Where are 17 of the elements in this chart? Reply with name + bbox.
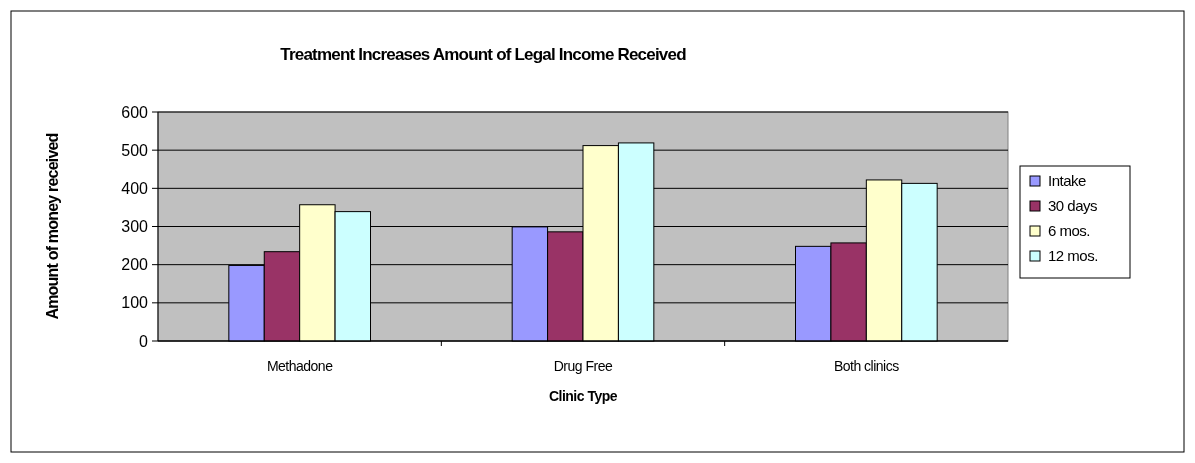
- y-tick-label: 100: [121, 294, 149, 312]
- x-axis-title: Clinic Type: [548, 388, 618, 404]
- y-tick-label: 400: [121, 179, 149, 197]
- x-tick-label: Both clinics: [833, 358, 900, 374]
- chart-title: Treatment Increases Amount of Legal Income Received: [280, 45, 687, 64]
- legend-label: 12 mos.: [1048, 247, 1098, 265]
- y-tick-label: 500: [121, 141, 149, 159]
- x-tick-label: Drug Free: [553, 358, 613, 374]
- y-axis-title: Amount of money received: [44, 133, 61, 320]
- legend-label: Intake: [1048, 172, 1087, 190]
- legend-label: 6 mos.: [1048, 222, 1091, 240]
- y-tick-label: 300: [121, 218, 149, 236]
- x-tick-label: Methadone: [266, 358, 334, 374]
- y-tick-label: 600: [121, 103, 149, 121]
- y-tick-label: 200: [121, 256, 149, 274]
- y-tick-label: 0: [139, 332, 149, 350]
- legend-label: 30 days: [1048, 197, 1098, 215]
